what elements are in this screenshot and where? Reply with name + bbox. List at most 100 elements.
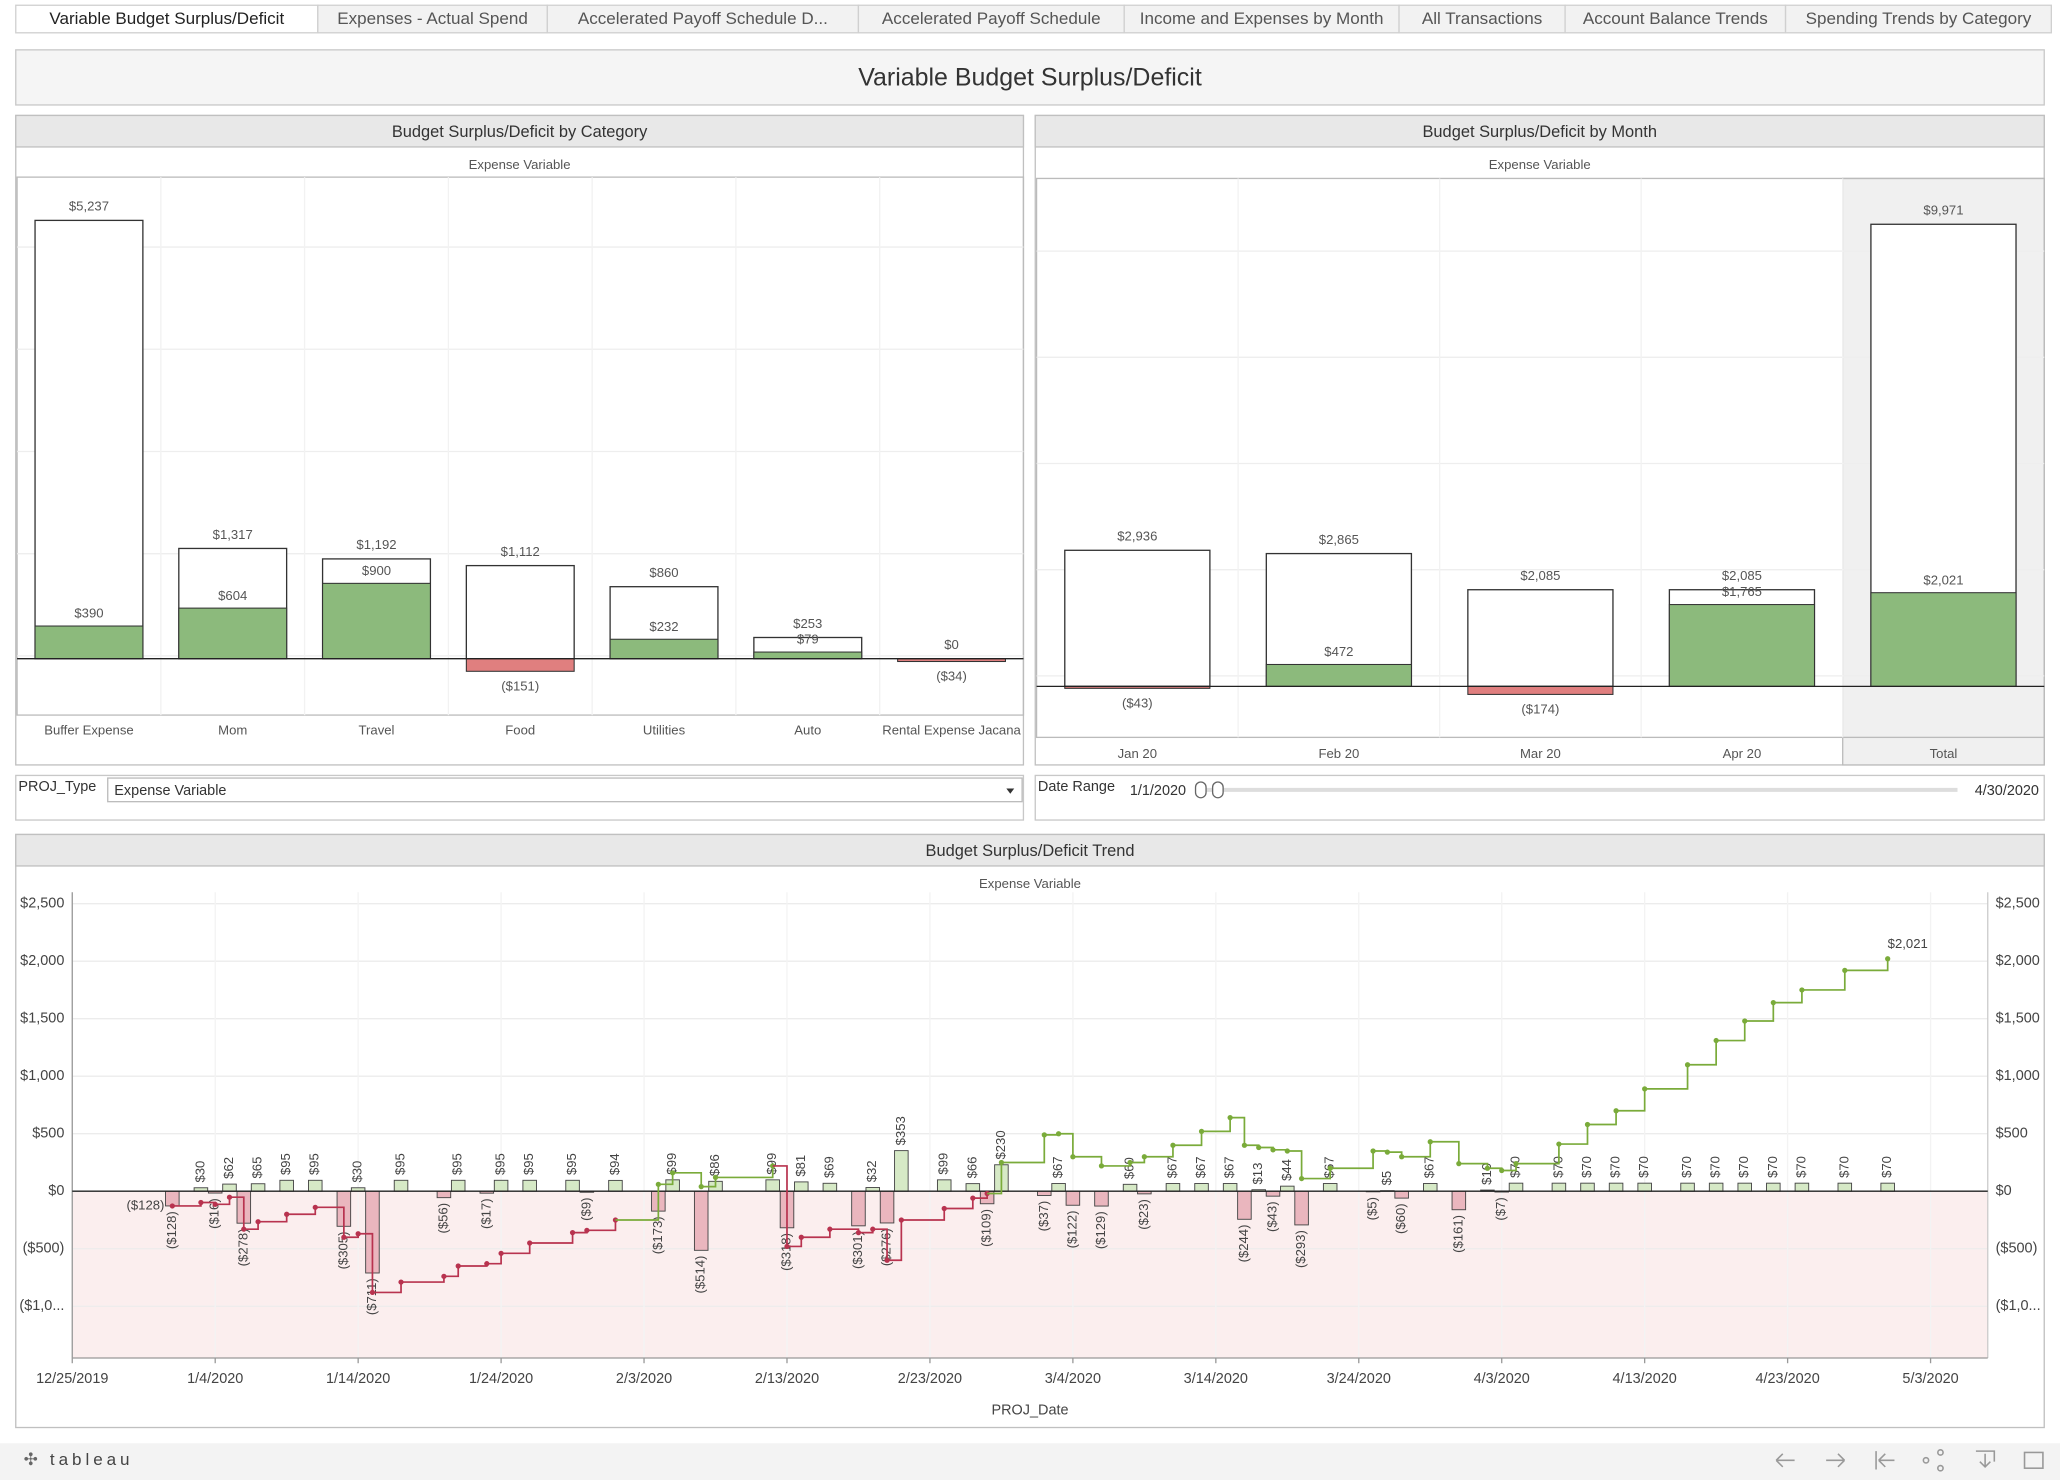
cumulative-step xyxy=(1587,1110,1617,1126)
tab-label[interactable]: All Transactions xyxy=(1422,9,1542,28)
tab-label[interactable]: Income and Expenses by Month xyxy=(1140,9,1384,28)
cumulative-step xyxy=(1744,1002,1775,1022)
surplus-bar xyxy=(1668,604,1816,687)
bar-label: ($278) xyxy=(235,1228,250,1266)
y2-tick-label: $1,500 xyxy=(1996,1011,2040,1027)
cumulative-step xyxy=(1330,1150,1374,1170)
daily-bar xyxy=(279,1179,294,1192)
bar-label: $95 xyxy=(278,1153,293,1175)
date-start: 1/1/2020 xyxy=(1130,783,1186,799)
share[interactable] xyxy=(1937,1464,1944,1472)
surplus-bar xyxy=(1265,663,1412,687)
line-label: $2,021 xyxy=(1888,936,1928,951)
tab-label[interactable]: Accelerated Payoff Schedule D... xyxy=(578,9,828,28)
daily-bar xyxy=(393,1179,409,1192)
bar-label: ($128) xyxy=(164,1211,179,1249)
y2-tick-label: $500 xyxy=(1996,1126,2028,1142)
revert[interactable] xyxy=(1875,1451,1895,1470)
bar-label: $70 xyxy=(1507,1156,1522,1178)
tab[interactable] xyxy=(1123,4,1400,34)
value-label: $253 xyxy=(793,616,822,631)
filter-label: PROJ_Type xyxy=(18,779,96,795)
x-axis-title: PROJ_Date xyxy=(991,1402,1068,1418)
bar-label: $70 xyxy=(1708,1156,1723,1178)
share[interactable] xyxy=(1922,1456,1930,1464)
cumulative-step xyxy=(786,1237,803,1248)
undo[interactable] xyxy=(1775,1453,1795,1468)
y-tick-label: ($500) xyxy=(23,1241,65,1257)
bar-label: $95 xyxy=(307,1153,322,1175)
daily-bar xyxy=(1051,1183,1066,1192)
value-label: $9,971 xyxy=(1923,203,1963,218)
tab-label[interactable]: Accelerated Payoff Schedule xyxy=(882,9,1101,28)
cumulative-step xyxy=(1201,1117,1231,1133)
bar-label: ($276) xyxy=(879,1228,894,1266)
bar-label: $95 xyxy=(493,1153,508,1175)
tab-label[interactable]: Account Balance Trends xyxy=(1583,9,1768,28)
value-label: $860 xyxy=(649,565,678,580)
daily-bar xyxy=(693,1190,709,1251)
surplus-bar xyxy=(753,651,863,660)
daily-bar xyxy=(222,1183,237,1192)
bar-label: $5 xyxy=(1379,1171,1394,1186)
slider-handle[interactable] xyxy=(1211,781,1224,799)
slider-handle[interactable] xyxy=(1194,781,1207,799)
share[interactable] xyxy=(1937,1449,1944,1456)
tab[interactable] xyxy=(1784,4,2052,34)
chart-subtitle: Expense Variable xyxy=(979,876,1081,891)
x-tick-label: 4/23/2020 xyxy=(1755,1371,1819,1387)
dropdown[interactable] xyxy=(107,777,1023,803)
bar-label: $95 xyxy=(450,1153,465,1175)
tab[interactable] xyxy=(1398,4,1566,34)
daily-bar xyxy=(1680,1182,1695,1192)
daily-bar xyxy=(1580,1182,1595,1192)
daily-bar xyxy=(1165,1183,1181,1192)
tab[interactable] xyxy=(15,4,319,34)
bar-label: $69 xyxy=(821,1156,836,1178)
fullscreen[interactable] xyxy=(2023,1451,2044,1469)
tab-label[interactable]: Variable Budget Surplus/Deficit xyxy=(49,9,284,28)
daily-bar xyxy=(436,1190,452,1199)
daily-bar xyxy=(1294,1190,1309,1226)
bar-label: $67 xyxy=(1050,1156,1065,1178)
bar-label: $70 xyxy=(1550,1156,1565,1178)
filter-box xyxy=(1034,774,2045,821)
budget-bar xyxy=(1467,589,1614,688)
dropdown-value[interactable]: Expense Variable xyxy=(114,783,226,799)
x-tick-label: 1/14/2020 xyxy=(326,1371,390,1387)
value-label: ($34) xyxy=(936,669,967,684)
chart-subtitle: Expense Variable xyxy=(1489,157,1591,172)
redo[interactable] xyxy=(1826,1453,1846,1468)
surplus-bar xyxy=(609,638,719,660)
tab[interactable] xyxy=(546,4,860,34)
x-tick-label: Feb 20 xyxy=(1318,746,1359,761)
daily-bar xyxy=(493,1179,509,1192)
bar-label: $230 xyxy=(993,1130,1008,1159)
cumulative-step xyxy=(801,1229,831,1239)
dropdown-arrow[interactable] xyxy=(1006,788,1015,794)
cumulative-step xyxy=(443,1265,460,1278)
bar-label: ($17) xyxy=(478,1198,493,1229)
daily-bar xyxy=(1280,1185,1295,1192)
bar-label: $67 xyxy=(1164,1156,1179,1178)
surplus-bar xyxy=(178,607,288,660)
bar-label: $94 xyxy=(607,1153,622,1175)
tab[interactable] xyxy=(317,4,548,34)
cumulative-step xyxy=(1687,1040,1717,1066)
x-tick-label: 1/4/2020 xyxy=(187,1371,243,1387)
y-tick-label: $0 xyxy=(48,1183,64,1199)
tab[interactable] xyxy=(857,4,1125,34)
daily-bar xyxy=(1794,1182,1810,1192)
cumulative-step xyxy=(1801,970,1846,991)
bar-label: $70 xyxy=(1793,1156,1808,1178)
daily-bar xyxy=(1265,1190,1281,1197)
value-label: ($151) xyxy=(501,679,539,694)
download[interactable] xyxy=(1975,1450,1996,1468)
tab-label[interactable]: Expenses - Actual Spend xyxy=(337,9,528,28)
value-label: ($174) xyxy=(1521,702,1559,717)
tab-label[interactable]: Spending Trends by Category xyxy=(1806,9,2032,28)
cumulative-step xyxy=(658,1172,674,1186)
cumulative-step xyxy=(1301,1168,1332,1180)
toolbar[interactable] xyxy=(1775,1449,2044,1472)
